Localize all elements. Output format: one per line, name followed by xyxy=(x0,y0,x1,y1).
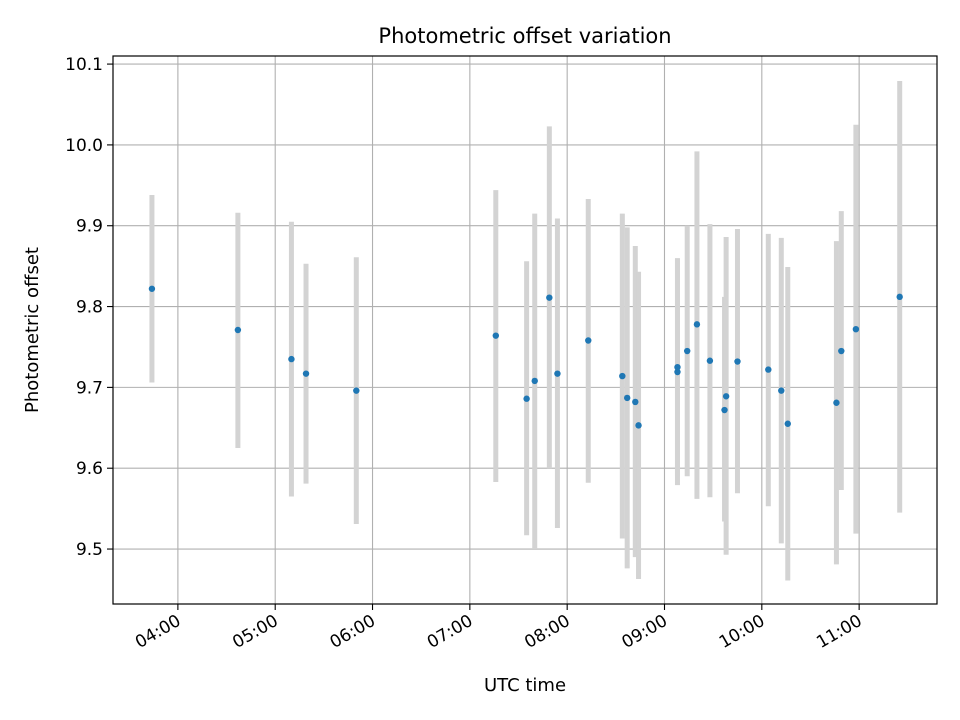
data-point xyxy=(896,293,903,301)
x-axis-ticks: 04:00 05:00 06:00 07:00 08:00 09:00 10:00 11:00 xyxy=(132,604,866,653)
data-point xyxy=(784,420,791,427)
data-point xyxy=(353,387,360,394)
data-point xyxy=(765,366,772,373)
data-point xyxy=(554,370,561,377)
y-tick-label: 10.1 xyxy=(65,55,103,75)
data-point xyxy=(684,347,691,355)
data-point xyxy=(674,363,681,371)
data-point xyxy=(546,294,553,301)
y-tick-label: 9.7 xyxy=(76,378,103,398)
data-point xyxy=(585,337,592,344)
x-tick-label: 11:00 xyxy=(813,611,865,653)
y-tick-label: 9.9 xyxy=(76,217,103,237)
data-point xyxy=(693,321,701,328)
y-tick-label: 10.0 xyxy=(65,136,103,156)
data-point xyxy=(148,285,156,292)
x-tick-label: 09:00 xyxy=(619,611,671,653)
data-point xyxy=(838,347,845,355)
y-tick-label: 9.6 xyxy=(76,459,103,479)
data-point xyxy=(619,372,626,380)
data-point xyxy=(288,355,295,363)
y-axis-ticks: 9.5 9.6 9.7 9.8 9.9 10.0 10.1 xyxy=(65,55,113,560)
data-point xyxy=(852,325,860,333)
data-point xyxy=(674,368,681,376)
x-tick-label: 04:00 xyxy=(132,611,184,653)
data-point xyxy=(734,358,741,365)
data-point xyxy=(523,395,530,402)
data-point xyxy=(833,399,840,406)
data-point xyxy=(635,422,642,429)
data-point xyxy=(531,377,538,385)
x-tick-label: 05:00 xyxy=(229,611,281,653)
x-axis-label: UTC time xyxy=(484,675,566,696)
x-tick-label: 08:00 xyxy=(521,611,573,653)
y-tick-label: 9.5 xyxy=(76,540,103,560)
x-tick-label: 10:00 xyxy=(716,611,768,653)
chart-title: Photometric offset variation xyxy=(378,24,671,48)
data-point xyxy=(722,393,730,400)
x-tick-label: 06:00 xyxy=(327,611,379,653)
y-tick-label: 9.8 xyxy=(76,298,103,318)
y-axis-label: Photometric offset xyxy=(22,247,43,413)
data-point xyxy=(302,370,310,377)
data-point xyxy=(706,357,714,364)
data-point xyxy=(632,398,639,406)
x-tick-label: 07:00 xyxy=(424,611,476,653)
plot-frame xyxy=(112,55,938,605)
data-point xyxy=(492,332,500,339)
data-point xyxy=(778,387,785,394)
data-point xyxy=(234,326,242,334)
data-point xyxy=(623,394,631,402)
data-points xyxy=(148,285,903,429)
data-point xyxy=(721,406,728,414)
